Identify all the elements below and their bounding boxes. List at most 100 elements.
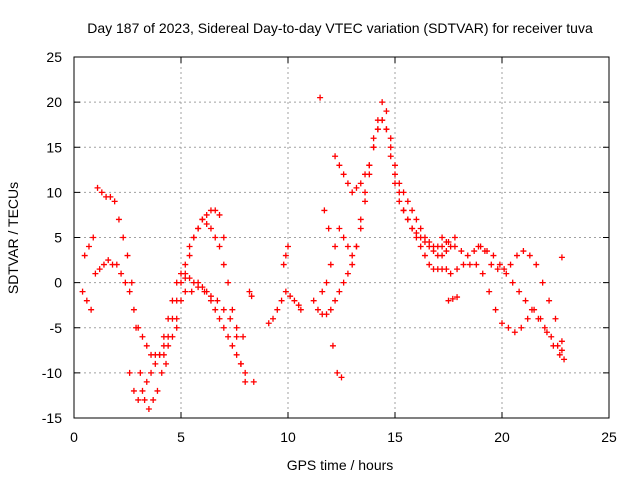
data-point-s15 (552, 315, 559, 322)
data-point-s14 (479, 270, 486, 277)
data-point-s8 (274, 306, 281, 313)
data-point-s13 (516, 288, 523, 295)
data-point-s10 (344, 243, 351, 250)
data-point-s15 (533, 261, 540, 268)
data-point-s6 (188, 288, 195, 295)
data-point-s2 (137, 369, 144, 376)
data-point-s8 (265, 320, 272, 327)
data-point-s11 (426, 239, 433, 246)
data-point-s11 (336, 162, 343, 169)
data-point-s3 (139, 387, 146, 394)
data-point-s6 (207, 293, 214, 300)
data-point-s12 (329, 342, 336, 349)
data-point-s3 (156, 351, 163, 358)
data-point-s13 (464, 252, 471, 259)
data-point-s10 (327, 261, 334, 268)
data-point-s3 (220, 234, 227, 241)
data-point-s3 (148, 369, 155, 376)
data-point-s11 (392, 162, 398, 169)
data-point-s2 (163, 360, 170, 367)
data-point-s2 (115, 216, 122, 223)
y-tick-label: 5 (54, 230, 62, 246)
data-point-s10 (323, 279, 330, 286)
data-point-s2 (85, 243, 92, 250)
data-point-s4 (233, 351, 240, 358)
data-point-s5 (195, 225, 202, 232)
data-point-s1 (92, 270, 99, 277)
y-tick-label: 10 (46, 184, 62, 200)
y-tick-label: 25 (46, 49, 62, 65)
data-point-s15 (513, 252, 520, 259)
data-point-s14 (511, 329, 518, 336)
data-point-s3 (182, 261, 189, 268)
x-tick-label: 5 (177, 429, 185, 445)
data-point-s4 (242, 369, 249, 376)
data-point-s2 (98, 189, 105, 196)
data-point-s11 (370, 144, 377, 151)
data-points (79, 94, 568, 412)
data-point-s2 (154, 387, 161, 394)
data-point-s11 (349, 189, 356, 196)
data-point-s4 (220, 324, 227, 331)
data-point-s1 (118, 270, 125, 277)
y-tick-label: -5 (50, 320, 63, 336)
y-tick-label: -15 (42, 410, 62, 426)
data-point-s11 (439, 243, 446, 250)
data-point-s11 (417, 225, 424, 232)
data-point-s3 (135, 396, 142, 403)
data-point-s14 (543, 329, 550, 336)
data-point-s2 (158, 369, 165, 376)
data-point-s12 (325, 225, 332, 232)
data-point-s13 (490, 252, 497, 259)
data-point-s11 (396, 180, 403, 187)
data-point-s10 (451, 234, 458, 241)
data-point-s1 (105, 257, 112, 264)
data-point-s1 (100, 261, 107, 268)
data-point-s6 (240, 333, 247, 340)
data-point-s9 (344, 270, 351, 277)
data-point-s3 (212, 207, 219, 214)
data-point-s4 (178, 279, 184, 286)
data-point-s11 (379, 117, 386, 124)
data-point-s9 (370, 135, 377, 142)
data-point-s3 (152, 360, 159, 367)
axes: 0 5 10 15 20 25 -15 -10 -5 0 5 10 15 20 25 (42, 49, 617, 445)
data-point-s10 (357, 225, 364, 232)
data-point-s5 (212, 234, 219, 241)
data-point-s15 (558, 338, 565, 345)
data-point-s5 (190, 234, 197, 241)
data-point-s3 (126, 369, 133, 376)
data-point-s13 (496, 261, 503, 268)
data-point-s14 (499, 320, 505, 327)
data-point-s1 (83, 297, 90, 304)
data-point-s8 (282, 252, 289, 259)
data-point-s14 (518, 324, 525, 331)
data-point-s13 (548, 333, 555, 340)
data-point-s13 (558, 347, 565, 354)
data-point-s2 (124, 252, 131, 259)
data-point-s3 (216, 211, 223, 218)
data-point-s4 (212, 306, 219, 313)
data-point-s13 (451, 243, 458, 250)
data-point-s6 (233, 324, 240, 331)
data-point-s4 (186, 275, 193, 282)
data-point-s8 (287, 293, 294, 300)
data-point-s14 (537, 315, 544, 322)
data-point-s5 (186, 252, 193, 259)
data-point-s9 (383, 108, 390, 115)
data-point-s15 (539, 279, 546, 286)
data-point-s2 (111, 198, 118, 205)
data-point-s15 (520, 248, 527, 255)
data-point-s5 (229, 306, 236, 313)
data-point-s2 (90, 234, 97, 241)
data-point-s5 (182, 270, 189, 277)
data-point-s7 (248, 293, 255, 300)
data-point-s14 (492, 306, 499, 313)
data-point-s10 (336, 225, 343, 232)
data-point-s16 (454, 294, 461, 301)
data-point-s1 (88, 306, 95, 313)
data-point-s1 (79, 288, 86, 295)
data-point-s13 (509, 279, 516, 286)
data-point-s13 (439, 234, 446, 241)
